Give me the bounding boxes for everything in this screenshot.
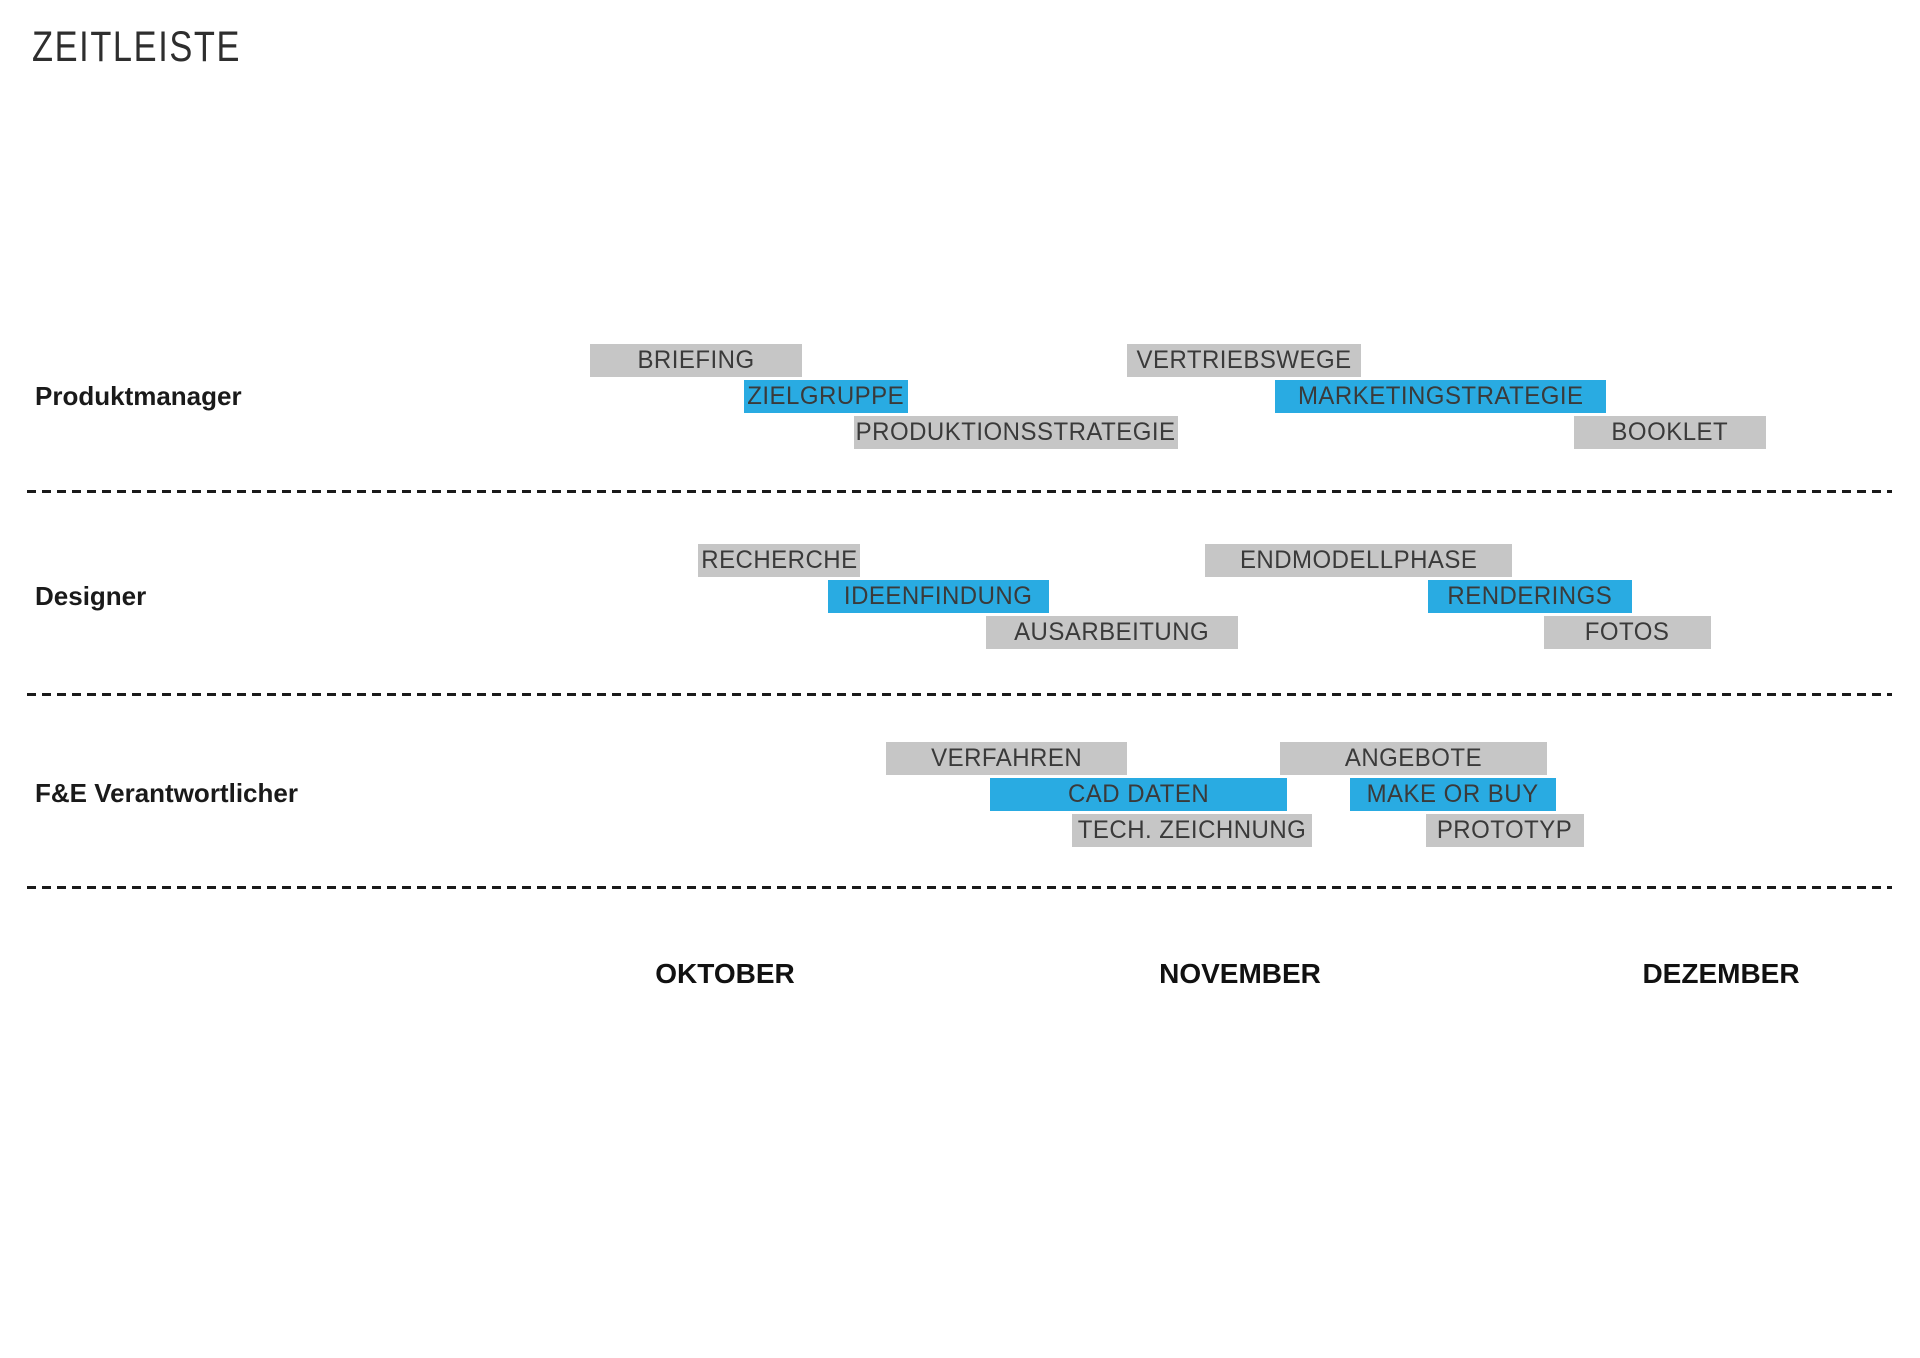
lane-label: Designer — [35, 581, 147, 611]
timeline-bar-label: RECHERCHE — [700, 546, 858, 574]
timeline-bar-label: PRODUKTIONSSTRATEGIE — [856, 418, 1176, 446]
month-axis-label: NOVEMBER — [1159, 958, 1321, 989]
timeline-bar: PROTOTYP — [1426, 814, 1584, 847]
timeline-bar-label: AUSARBEITUNG — [1014, 618, 1210, 646]
timeline-bar: BOOKLET — [1574, 416, 1766, 449]
timeline-bar: ENDMODELLPHASE — [1205, 544, 1512, 577]
page-title: ZEITLEISTE — [32, 23, 242, 71]
timeline-bar: PRODUKTIONSSTRATEGIE — [854, 416, 1178, 449]
timeline-bar-label: RENDERINGS — [1447, 582, 1613, 610]
timeline-bar-label: VERTRIEBSWEGE — [1136, 346, 1352, 374]
month-axis-label: OKTOBER — [655, 958, 795, 989]
timeline-bar: FOTOS — [1544, 616, 1711, 649]
timeline-bar-label: FOTOS — [1585, 618, 1670, 646]
timeline-bar-label: MAKE OR BUY — [1367, 780, 1539, 808]
timeline-bar-label: ZIELGRUPPE — [747, 382, 905, 410]
dashed-separator — [27, 693, 1892, 696]
lane-label: F&E Verantwortlicher — [35, 778, 298, 808]
timeline-bar-label: MARKETINGSTRATEGIE — [1297, 382, 1584, 410]
timeline-bar-label: IDEENFINDUNG — [844, 582, 1033, 610]
timeline-bar-label: TECH. ZEICHNUNG — [1077, 816, 1307, 844]
timeline-bar: VERFAHREN — [886, 742, 1127, 775]
timeline-bar-label: ENDMODELLPHASE — [1239, 546, 1478, 574]
timeline-bar: BRIEFING — [590, 344, 802, 377]
timeline-bar: ANGEBOTE — [1280, 742, 1547, 775]
timeline-bar: CAD DATEN — [990, 778, 1287, 811]
timeline-bar-label: BOOKLET — [1611, 418, 1729, 446]
lane-label: Produktmanager — [35, 381, 242, 411]
timeline-bar: MARKETINGSTRATEGIE — [1275, 380, 1606, 413]
timeline-bar: IDEENFINDUNG — [828, 580, 1049, 613]
timeline-bar: RENDERINGS — [1428, 580, 1632, 613]
month-axis-label: DEZEMBER — [1642, 958, 1800, 989]
timeline-bar: AUSARBEITUNG — [986, 616, 1238, 649]
timeline-bar-label: VERFAHREN — [930, 744, 1083, 772]
timeline-bar: TECH. ZEICHNUNG — [1072, 814, 1312, 847]
timeline-bar: VERTRIEBSWEGE — [1127, 344, 1361, 377]
timeline-bar: MAKE OR BUY — [1350, 778, 1556, 811]
timeline-bar: RECHERCHE — [698, 544, 860, 577]
dashed-separator — [27, 886, 1892, 889]
timeline-bar: ZIELGRUPPE — [744, 380, 908, 413]
timeline-bar-label: PROTOTYP — [1437, 816, 1573, 844]
timeline-bar-label: CAD DATEN — [1067, 780, 1210, 808]
timeline-bar-label: ANGEBOTE — [1344, 744, 1483, 772]
dashed-separator — [27, 490, 1892, 493]
timeline-bar-label: BRIEFING — [637, 346, 755, 374]
